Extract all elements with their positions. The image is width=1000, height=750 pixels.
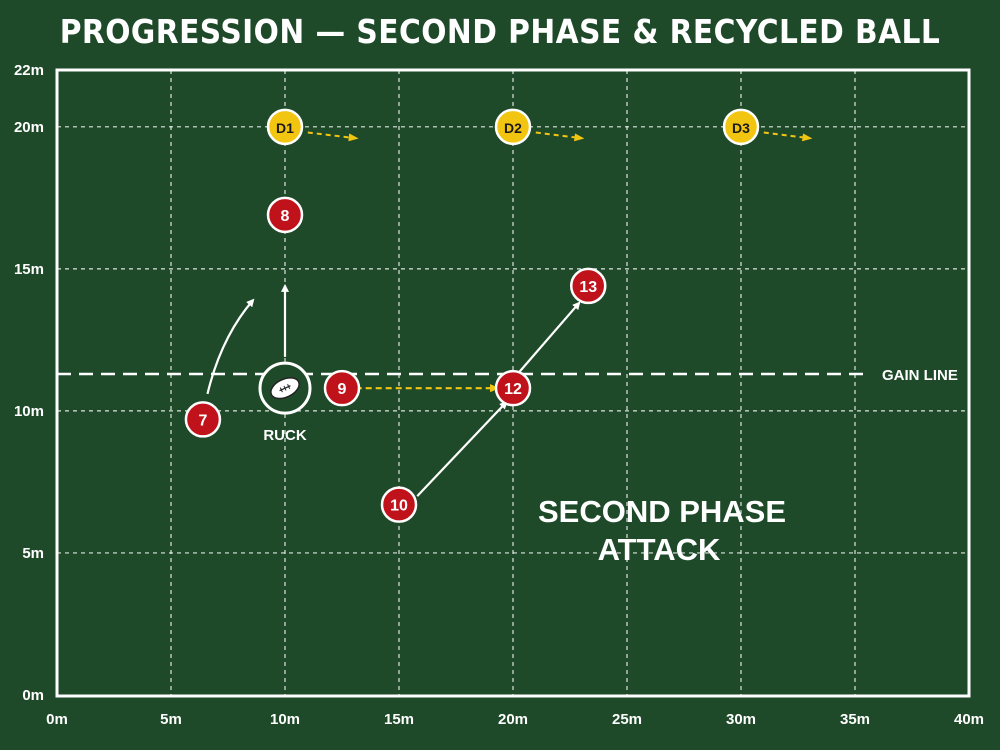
x-tick-label: 10m [270,711,300,728]
ruck-marker: RUCK [258,361,312,444]
player-label: 7 [198,412,207,429]
player-label: 13 [579,279,597,296]
pitch-boundary [55,68,971,698]
defender-marker: D2 [494,108,532,146]
axis-labels: 0m 5m 10m 15m 20m 25m 30m 35m 40m 0m 5m 10m 15m 20m 22… [14,62,984,728]
attacker-circle [569,267,607,305]
attacker-marker: 7 [184,401,222,438]
player-label: 10 [390,498,408,515]
defender-drift-arrow [307,131,359,142]
ball-stitch [287,384,291,389]
player-label: D2 [504,120,522,136]
movement-arrows [206,131,813,497]
players: D1 D2 D3 8 13 9 12 7 10 [184,108,760,523]
y-tick-label: 5m [22,545,44,562]
attacker-marker: 8 [266,196,304,234]
defender-drift-arrow [763,131,813,142]
diagram-title: PROGRESSION — SECOND PHASE & RECYCLED BA… [59,12,941,51]
attacker-marker: 12 [494,369,532,407]
player-label: 12 [504,381,522,398]
x-tick-label: 30m [726,711,756,728]
callout-line-2: ATTACK [598,532,721,567]
y-tick-label: 22m [14,62,44,79]
attacker-circle [266,196,304,234]
x-tick-label: 15m [384,711,414,728]
callout-line-1: SECOND PHASE [538,494,786,529]
player-label: D1 [276,120,294,136]
x-tick-label: 35m [840,711,870,728]
attacker-circle [494,369,532,407]
run-arrow [416,400,508,497]
gain-line: GAIN LINE [57,367,958,384]
defender-circle [722,108,760,146]
player-label: D3 [732,120,750,136]
y-tick-label: 0m [22,687,44,704]
x-tick-label: 5m [160,711,182,728]
support-run-arrow [206,298,255,395]
attacker-circle [184,401,222,438]
ruck-label: RUCK [263,427,306,444]
x-tick-label: 0m [46,711,68,728]
defender-circle [266,108,304,146]
gain-line-label: GAIN LINE [882,367,958,384]
run-arrow [516,301,581,375]
player-label: 8 [281,208,290,225]
rugby-ball-icon [270,377,300,400]
ball-stitch [283,385,287,391]
attacker-marker: 9 [323,369,361,407]
defender-drift-arrow [535,131,585,142]
x-tick-label: 25m [612,711,642,728]
attacker-marker: 10 [380,486,418,523]
attacker-marker: 13 [569,267,607,305]
x-tick-label: 40m [954,711,984,728]
ball-stitch [279,387,283,393]
y-tick-label: 20m [14,119,44,136]
y-tick-label: 10m [14,403,44,420]
defender-marker: D1 [266,108,304,146]
attacker-circle [380,486,418,523]
attacker-circle [323,369,361,407]
y-tick-label: 15m [14,261,44,278]
defender-circle [494,108,532,146]
player-label: 9 [338,381,347,398]
defender-marker: D3 [722,108,760,146]
x-tick-label: 20m [498,711,528,728]
